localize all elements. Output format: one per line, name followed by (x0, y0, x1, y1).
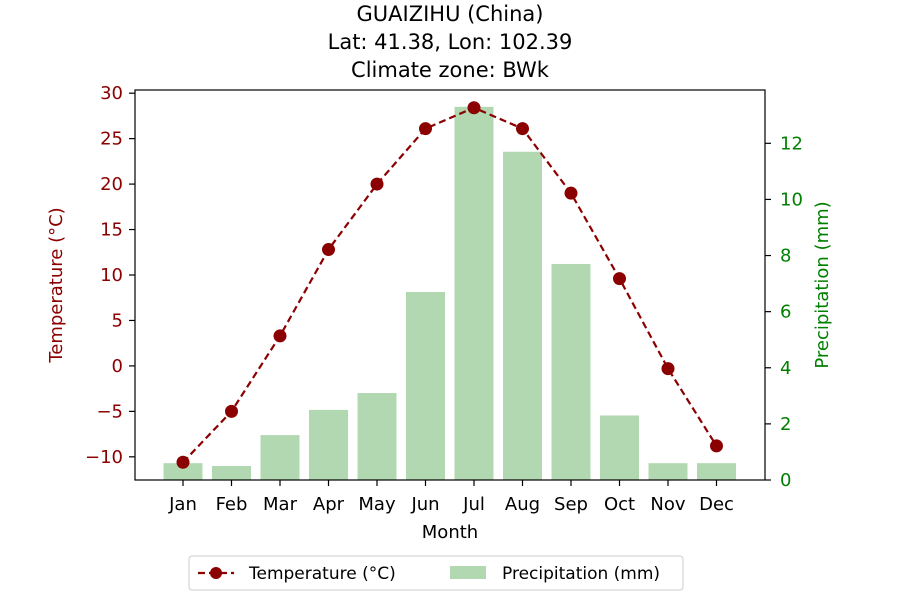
temperature-point-apr (322, 243, 335, 257)
month-tick-label-jun: Jun (410, 494, 439, 515)
temperature-point-jul (467, 101, 481, 115)
temperature-tick-label: 0 (112, 356, 123, 377)
legend-precipitation-swatch-icon (450, 566, 486, 579)
legend-temperature-label: Temperature (°C) (248, 564, 396, 584)
legend-temperature-marker-icon (210, 567, 222, 579)
month-tick-label-feb: Feb (216, 494, 248, 515)
temperature-point-may (370, 177, 384, 191)
temperature-axis-label: Temperature (°C) (46, 207, 67, 363)
month-tick-label-jul: Jul (462, 494, 485, 515)
temperature-axis: −10 −5 0 5 10 15 20 25 30 (85, 83, 135, 468)
temperature-tick-label: 15 (100, 220, 123, 241)
temperature-tick-label: 10 (100, 265, 123, 286)
temperature-line (182, 106, 718, 464)
month-tick-label-mar: Mar (263, 494, 298, 515)
chart-title-line-3: Climate zone: BWk (351, 58, 550, 82)
month-axis-label: Month (422, 522, 478, 543)
temperature-point-feb (225, 404, 238, 418)
temperature-point-mar (273, 329, 287, 343)
precipitation-bar-dec (697, 463, 736, 480)
month-tick-label-apr: Apr (313, 494, 345, 515)
temperature-tick-label: 20 (100, 174, 123, 195)
temperature-point-jan (176, 455, 190, 469)
precipitation-tick-label: 10 (780, 189, 803, 210)
precipitation-bar-mar (260, 435, 300, 480)
chart-title: GUAIZIHU (China) Lat: 41.38, Lon: 102.39… (328, 2, 573, 82)
precipitation-tick-label: 8 (780, 246, 791, 267)
month-tick-label-aug: Aug (505, 494, 540, 515)
precipitation-bar-feb (212, 465, 251, 480)
precipitation-bar-sep (551, 263, 591, 480)
precipitation-axis-label: Precipitation (mm) (812, 201, 833, 368)
temperature-tick-label: −10 (85, 447, 123, 468)
precipitation-bar-jan (163, 463, 203, 480)
temperature-tick-label: 30 (100, 83, 123, 104)
precipitation-tick-label: 2 (780, 414, 791, 435)
month-tick-label-oct: Oct (604, 494, 635, 515)
month-axis: Jan Feb Mar Apr May Jun Jul Aug Sep Oct Nov Dec (168, 480, 734, 515)
temperature-point-oct (613, 272, 626, 286)
legend-box (188, 555, 684, 591)
precipitation-tick-label: 12 (780, 133, 803, 154)
temperature-point-jun (419, 122, 432, 136)
chart-legend: Temperature (°C) Precipitation (mm) (188, 555, 684, 591)
month-tick-label-jan: Jan (168, 494, 197, 515)
temperature-line-series (176, 101, 723, 469)
precipitation-tick-label: 4 (780, 358, 791, 379)
precipitation-bar-nov (648, 463, 688, 480)
precipitation-bar-jul (454, 106, 494, 480)
precipitation-bars (163, 106, 736, 480)
temperature-point-sep (564, 186, 578, 200)
precipitation-bar-may (357, 393, 397, 480)
temperature-tick-label: 5 (112, 310, 123, 331)
temperature-point-aug (516, 122, 529, 136)
temperature-tick-label: 25 (100, 129, 123, 150)
month-tick-label-may: May (358, 494, 396, 515)
temperature-point-dec (710, 439, 723, 453)
legend-precipitation-label: Precipitation (mm) (502, 564, 660, 584)
temperature-tick-label: −5 (96, 401, 123, 422)
plot-area-frame (134, 89, 766, 481)
chart-title-line-1: GUAIZIHU (China) (357, 2, 544, 26)
precipitation-tick-label: 0 (780, 470, 791, 491)
month-tick-label-dec: Dec (699, 494, 734, 515)
precipitation-bar-oct (600, 415, 639, 480)
precipitation-tick-label: 6 (780, 302, 791, 323)
chart-title-line-2: Lat: 41.38, Lon: 102.39 (328, 30, 573, 54)
month-tick-label-sep: Sep (554, 494, 588, 515)
precipitation-bar-apr (309, 409, 348, 480)
temperature-point-nov (661, 362, 675, 376)
month-tick-label-nov: Nov (650, 494, 685, 515)
precipitation-bar-jun (406, 292, 445, 480)
precipitation-bar-aug (503, 151, 542, 480)
precipitation-axis: 0 2 4 6 8 10 12 (765, 133, 803, 491)
